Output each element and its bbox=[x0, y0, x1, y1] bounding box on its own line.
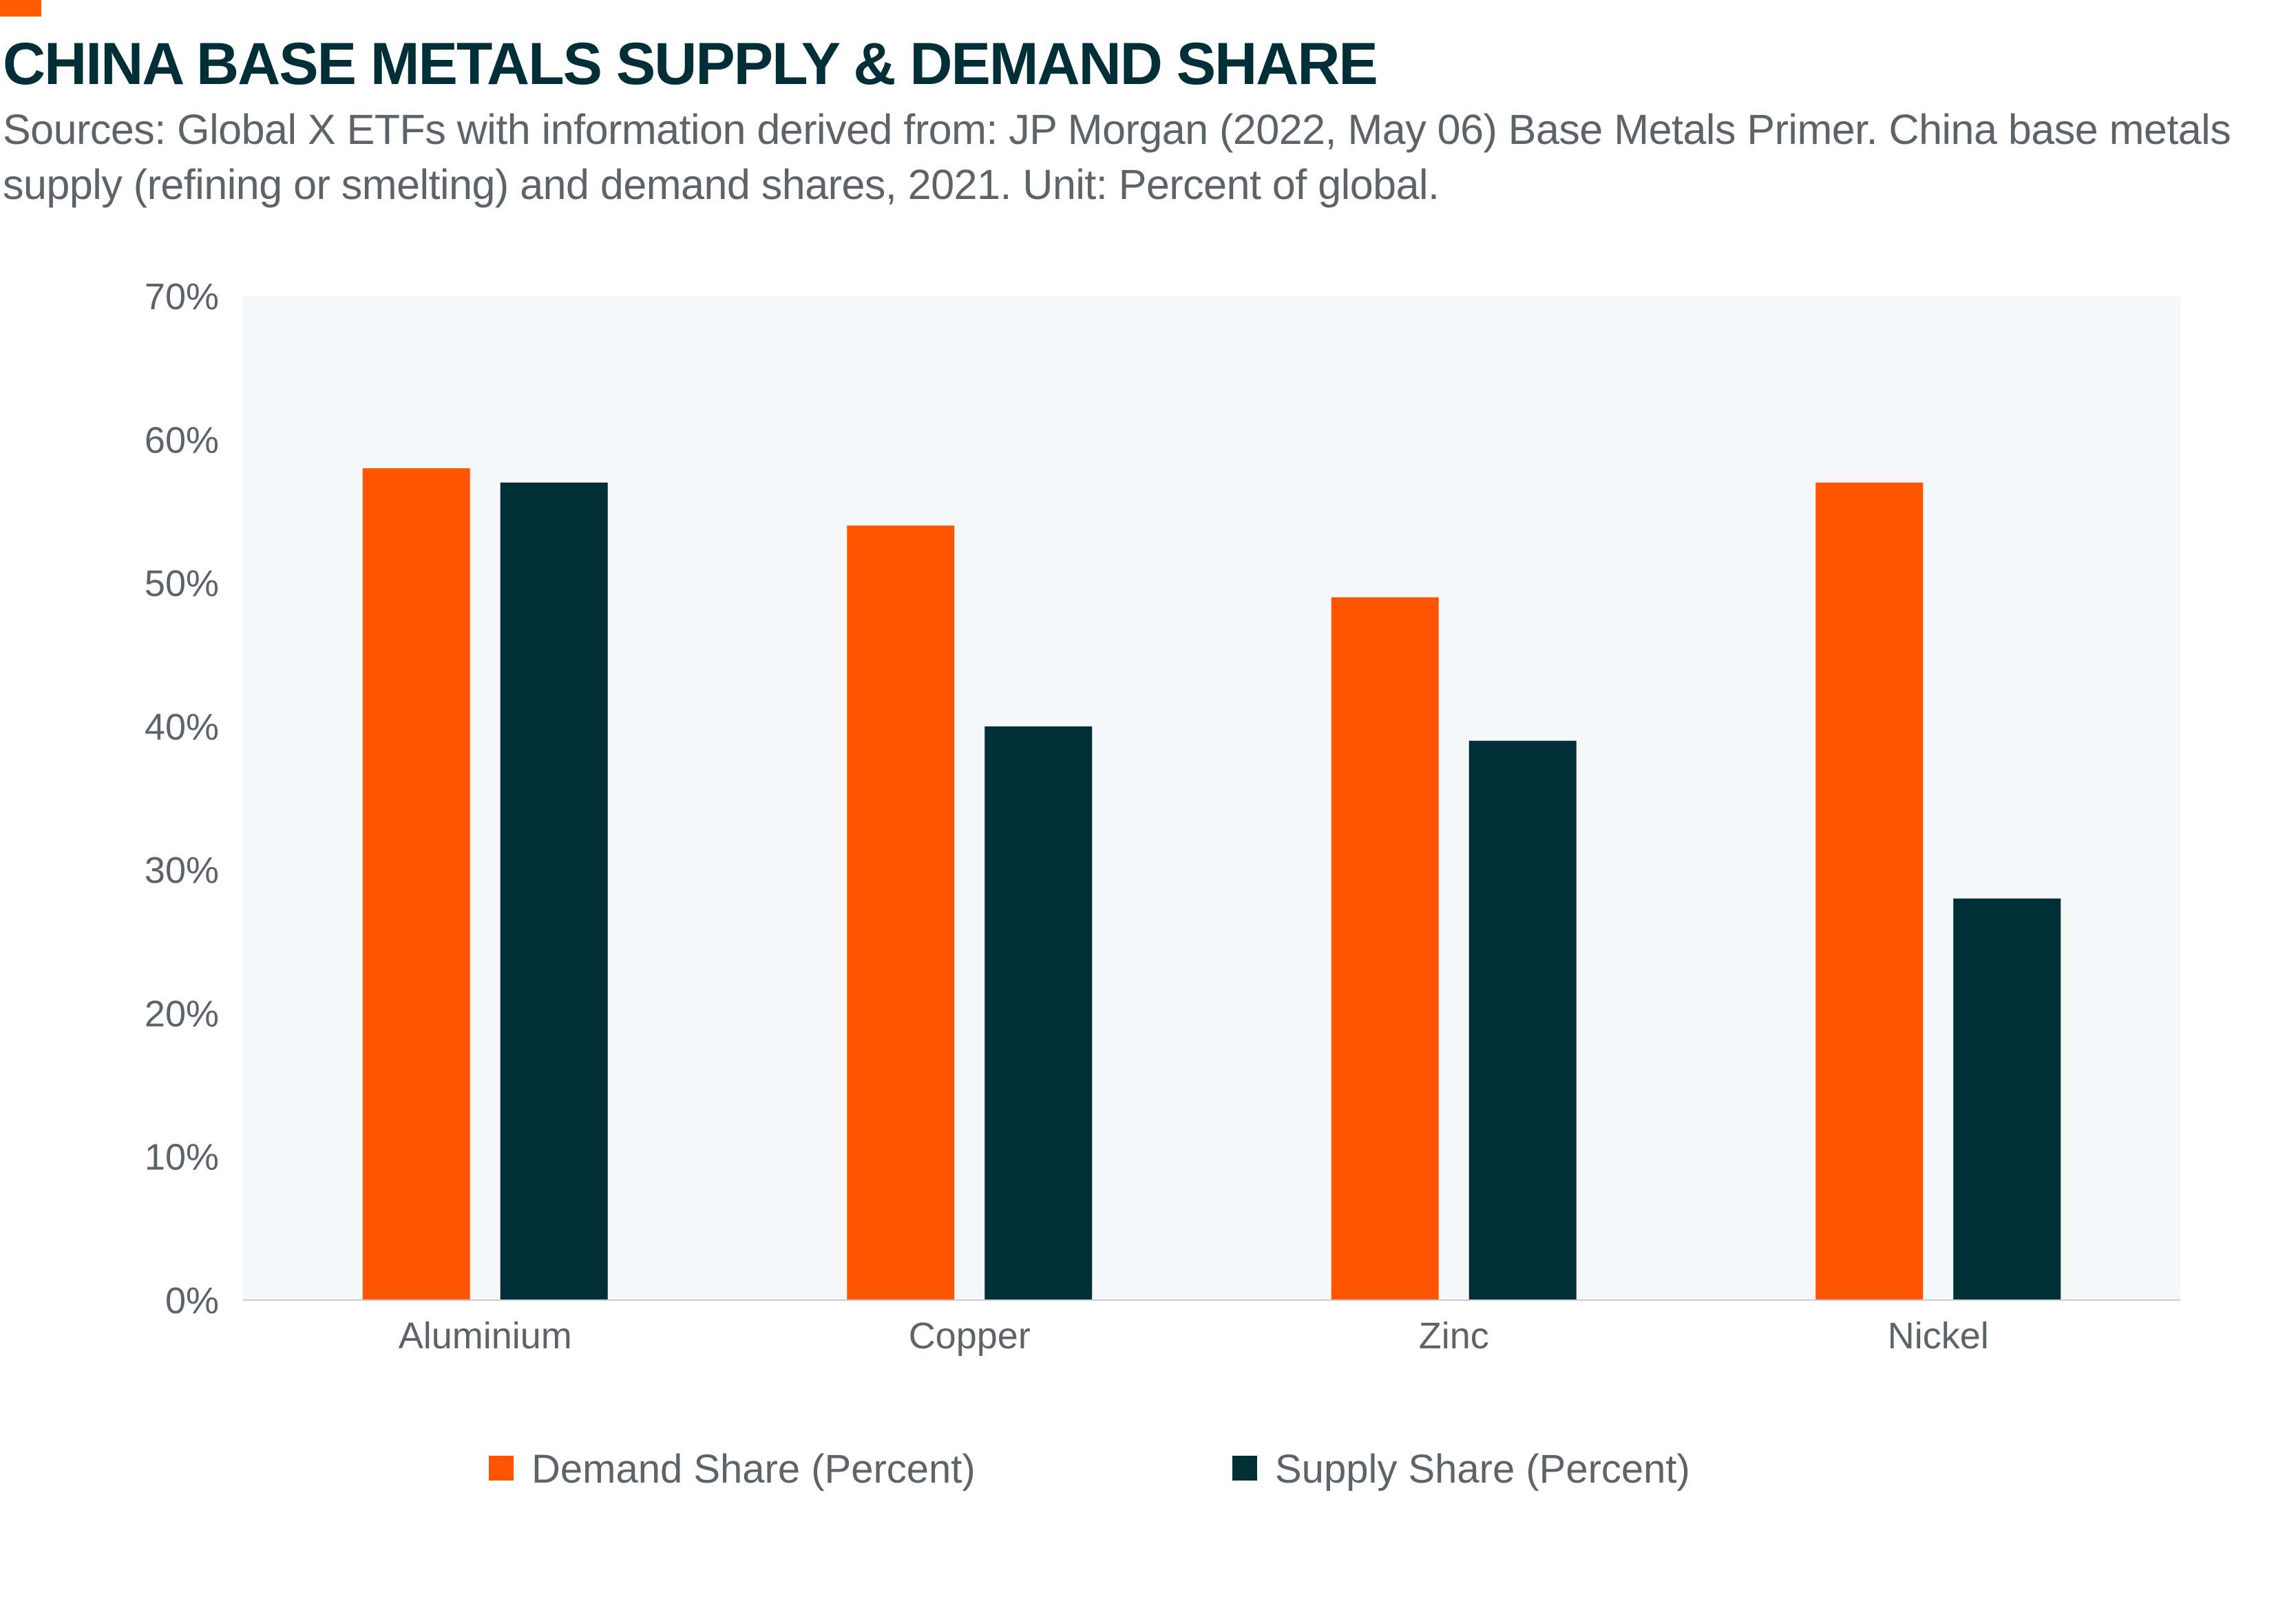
legend-item: Supply Share (Percent) bbox=[1232, 1447, 1690, 1492]
legend-item: Demand Share (Percent) bbox=[489, 1447, 976, 1492]
y-axis: 0% 10% 20% 30% 40% 50% 60% 70% bbox=[145, 276, 219, 1321]
x-tick-label: Aluminium bbox=[399, 1315, 572, 1357]
demand-bar bbox=[847, 525, 955, 1301]
y-tick-label: 60% bbox=[145, 419, 219, 461]
demand-bar bbox=[362, 468, 470, 1300]
y-tick-label: 40% bbox=[145, 707, 219, 748]
y-tick-label: 50% bbox=[145, 563, 219, 605]
demand-bar bbox=[1815, 482, 1924, 1300]
legend-swatch bbox=[489, 1456, 514, 1481]
accent-bar bbox=[0, 0, 41, 17]
x-axis: Aluminium Copper Zinc Nickel bbox=[399, 1315, 1989, 1357]
x-tick-label: Copper bbox=[909, 1315, 1031, 1357]
bar-chart: 0% 10% 20% 30% 40% 50% 60% 70% Aluminium Copper Z… bbox=[145, 276, 2180, 1492]
y-tick-label: 10% bbox=[145, 1137, 219, 1178]
x-tick-label: Zinc bbox=[1419, 1315, 1489, 1357]
legend: Demand Share (Percent) Supply Share (Perc… bbox=[489, 1447, 1690, 1492]
demand-bar bbox=[1331, 597, 1439, 1300]
supply-bar bbox=[500, 482, 608, 1300]
supply-bar bbox=[1468, 740, 1577, 1300]
bars bbox=[362, 468, 2061, 1301]
y-tick-label: 20% bbox=[145, 993, 219, 1034]
y-tick-label: 0% bbox=[165, 1280, 219, 1321]
legend-label: Demand Share (Percent) bbox=[531, 1447, 976, 1492]
chart-title: CHINA BASE METALS SUPPLY & DEMAND SHARE bbox=[3, 31, 1378, 97]
y-tick-label: 30% bbox=[145, 850, 219, 891]
x-tick-label: Nickel bbox=[1888, 1315, 1989, 1357]
supply-bar bbox=[984, 726, 1093, 1300]
legend-swatch bbox=[1232, 1456, 1257, 1481]
supply-bar bbox=[1953, 898, 2061, 1300]
y-tick-label: 70% bbox=[145, 276, 219, 317]
chart-subtitle: Sources: Global X ETFs with information … bbox=[3, 106, 2231, 208]
legend-label: Supply Share (Percent) bbox=[1275, 1447, 1690, 1492]
